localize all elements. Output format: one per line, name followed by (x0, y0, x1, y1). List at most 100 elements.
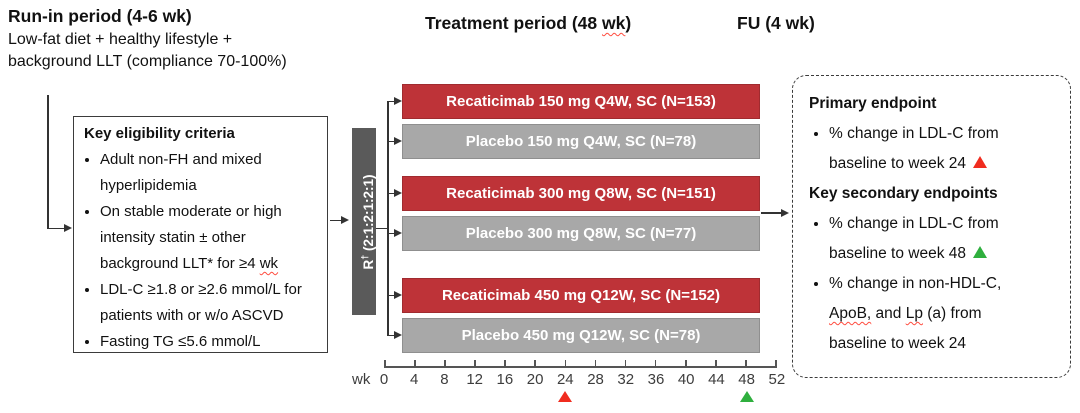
arm-bar-recaticimab-150-q4w: Recaticimab 150 mg Q4W, SC (N=153) (402, 84, 760, 119)
secondary-endpoint-text: % change in LDL-C from baseline to week … (829, 215, 999, 262)
axis-tick (624, 360, 627, 366)
branch-line-arm5 (388, 294, 395, 297)
primary-endpoint-list: % change in LDL-C from baseline to week … (809, 119, 1056, 179)
run-in-period-title: Run-in period (4-6 wk) (8, 6, 192, 26)
primary-endpoint-week24-marker-icon (558, 391, 572, 402)
branch-line-arm4 (388, 232, 395, 235)
week-axis-line (384, 366, 777, 368)
branch-line-arm3 (388, 192, 395, 195)
week-axis-labels: 0 4 8 12 16 20 24 28 32 36 40 44 48 52 (372, 371, 789, 388)
randomization-label: R† (2:1:2:1:2:1) (352, 128, 376, 315)
eligibility-item-wavy-text: wk (259, 255, 279, 272)
arrow-into-arm2-icon (394, 137, 402, 145)
secondary-endpoint-text: (a) from baseline to week 24 (829, 305, 982, 352)
axis-tick-label: 20 (526, 371, 544, 388)
eligibility-item-statin: On stable moderate or high intensity sta… (100, 199, 320, 277)
axis-tick (775, 360, 777, 366)
randomization-box: R† (2:1:2:1:2:1) (352, 128, 376, 315)
eligibility-item-text: Fasting TG ≤5.6 mmol/L (100, 333, 261, 350)
treatment-title-wavy-text: wk (602, 13, 626, 33)
secondary-endpoints-title: Key secondary endpoints (809, 185, 998, 202)
arrow-into-randomization-icon (341, 216, 349, 224)
run-in-period-subtitle: Low-fat diet + healthy lifestyle + backg… (8, 31, 287, 70)
secondary-endpoint-item-ldlc48: % change in LDL-C from baseline to week … (829, 209, 1035, 269)
axis-tick (715, 360, 717, 366)
eligibility-item-nonfh: Adult non-FH and mixed hyperlipidemia (100, 147, 320, 199)
axis-tick-label: 8 (440, 371, 449, 388)
randomization-dagger-text: † (359, 254, 369, 260)
axis-tick (654, 360, 657, 366)
axis-tick (384, 360, 386, 366)
primary-endpoint-text: % change in LDL-C from baseline to week … (829, 125, 999, 172)
axis-tick-label: 24 (556, 371, 574, 388)
secondary-endpoint-wavy-lp: Lp (905, 305, 923, 322)
eligibility-item-text: On stable moderate or high intensity sta… (100, 203, 282, 272)
axis-tick-label: 40 (677, 371, 695, 388)
axis-tick (414, 360, 416, 366)
red-triangle-icon (973, 156, 988, 168)
randomization-ratio-text: (2:1:2:1:2:1) (360, 173, 376, 255)
treatment-period-title: Treatment period (48 wk) (425, 13, 631, 34)
arm-bar-placebo-150-q4w: Placebo 150 mg Q4W, SC (N=78) (402, 124, 760, 159)
green-triangle-icon (973, 246, 988, 258)
eligibility-list: Adult non-FH and mixed hyperlipidemia On… (84, 147, 319, 355)
secondary-endpoint-item-lipids: % change in non-HDL-C, ApoB, and Lp (a) … (829, 269, 1035, 359)
axis-tick (684, 360, 687, 366)
run-in-connector-vertical-line (47, 95, 49, 229)
follow-up-period-title: FU (4 wk) (737, 13, 815, 33)
branch-line-arm6 (388, 334, 395, 337)
week-axis-unit-label: wk (352, 371, 371, 388)
arrow-into-endpoints-icon (781, 208, 789, 217)
axis-tick-label: 16 (496, 371, 514, 388)
arrow-into-arm5-icon (394, 291, 402, 299)
week-axis-ticks (384, 360, 777, 366)
axis-tick-label: 52 (768, 371, 786, 388)
secondary-endpoint-text: and (871, 305, 906, 322)
arm-bar-placebo-450-q12w: Placebo 450 mg Q12W, SC (N=78) (402, 318, 760, 353)
arm-bar-placebo-300-q8w: Placebo 300 mg Q8W, SC (N=77) (402, 216, 760, 251)
eligibility-to-randomization-line (330, 219, 342, 222)
arm-bar-recaticimab-450-q12w: Recaticimab 450 mg Q12W, SC (N=152) (402, 278, 760, 313)
primary-endpoint-title: Primary endpoint (809, 95, 937, 112)
eligibility-item-tg: Fasting TG ≤5.6 mmol/L (100, 329, 320, 355)
axis-tick (504, 360, 506, 366)
eligibility-item-text: Adult non-FH and mixed hyperlipidemia (100, 151, 262, 194)
eligibility-title: Key eligibility criteria (84, 125, 235, 142)
secondary-endpoints-list: % change in LDL-C from baseline to week … (809, 209, 1056, 359)
axis-tick (534, 360, 537, 366)
axis-tick-label: 12 (466, 371, 483, 388)
axis-tick-label: 4 (410, 371, 419, 388)
eligibility-criteria-box: Key eligibility criteria Adult non-FH an… (73, 116, 328, 353)
axis-tick (444, 360, 446, 366)
treatment-title-text: Treatment period (48 (425, 13, 602, 33)
arrow-into-arm4-icon (394, 229, 402, 237)
axis-tick-label: 32 (617, 371, 635, 388)
endpoints-box: Primary endpoint % change in LDL-C from … (792, 75, 1071, 378)
branch-line-arm2 (388, 140, 395, 143)
axis-tick (564, 360, 567, 366)
axis-tick-label: 48 (738, 371, 755, 388)
run-in-connector-horizontal-line (47, 227, 65, 230)
randomization-to-trunk-line (376, 227, 388, 230)
randomization-r-text: R (360, 259, 376, 270)
eligibility-item-ldlc: LDL-C ≥1.8 or ≥2.6 mmol/L for patients w… (100, 277, 320, 329)
arm-bar-recaticimab-300-q8w: Recaticimab 300 mg Q8W, SC (N=151) (402, 176, 760, 211)
axis-tick-label: 36 (647, 371, 665, 388)
arrow-into-eligibility-icon (64, 224, 72, 232)
eligibility-item-text: LDL-C ≥1.8 or ≥2.6 mmol/L for patients w… (100, 281, 302, 324)
secondary-endpoint-wavy-apob: ApoB, (829, 305, 872, 322)
secondary-endpoint-text: % change in non-HDL-C, (829, 275, 1002, 292)
branch-trunk-line (387, 100, 389, 337)
axis-tick-label: 44 (708, 371, 725, 388)
axis-tick-label: 0 (379, 371, 389, 388)
axis-tick (594, 360, 597, 366)
axis-tick (745, 360, 747, 366)
treatment-title-text-end: ) (625, 13, 632, 33)
axis-tick (474, 360, 476, 366)
arrow-into-arm6-icon (394, 331, 402, 339)
axis-tick-label: 28 (587, 371, 604, 388)
arrow-into-arm1-icon (394, 97, 402, 105)
arms-to-endpoints-line (761, 212, 782, 214)
branch-line-arm1 (388, 100, 395, 103)
